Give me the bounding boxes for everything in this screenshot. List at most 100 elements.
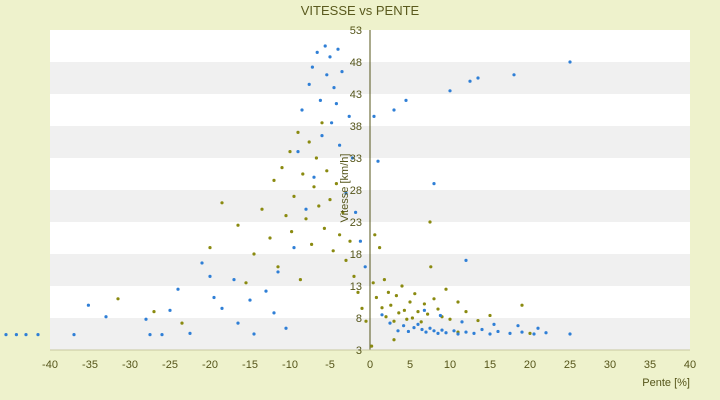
data-point-blue bbox=[350, 156, 354, 160]
data-point-olive bbox=[325, 169, 329, 173]
data-point-blue bbox=[328, 55, 332, 59]
data-point-blue bbox=[448, 89, 452, 93]
data-point-olive bbox=[378, 246, 382, 250]
data-point-olive bbox=[276, 265, 280, 269]
data-point-blue bbox=[312, 175, 316, 179]
data-point-blue bbox=[428, 326, 432, 330]
data-point-olive bbox=[528, 331, 532, 335]
data-point-blue bbox=[144, 317, 148, 321]
data-point-blue bbox=[412, 326, 416, 330]
x-tick-label: -40 bbox=[42, 359, 58, 371]
y-tick-label: 43 bbox=[350, 89, 362, 101]
y-tick-label: 53 bbox=[350, 25, 362, 37]
data-point-olive bbox=[429, 265, 433, 269]
data-point-olive bbox=[272, 178, 276, 182]
data-point-blue bbox=[236, 321, 240, 325]
data-point-blue bbox=[468, 79, 472, 83]
data-point-blue bbox=[532, 332, 536, 336]
data-point-olive bbox=[371, 281, 375, 285]
data-point-blue bbox=[460, 320, 464, 324]
data-point-olive bbox=[331, 249, 335, 253]
data-point-blue bbox=[416, 322, 420, 326]
data-point-blue bbox=[544, 331, 548, 335]
data-point-olive bbox=[348, 239, 352, 243]
data-point-blue bbox=[320, 134, 324, 138]
data-point-blue bbox=[372, 114, 376, 118]
x-tick-label: 25 bbox=[564, 359, 576, 371]
y-tick-label: 13 bbox=[350, 281, 362, 293]
x-tick-label: -5 bbox=[325, 359, 335, 371]
data-point-olive bbox=[352, 274, 356, 278]
data-point-blue bbox=[148, 333, 152, 337]
data-point-olive bbox=[268, 236, 272, 240]
data-point-blue bbox=[72, 333, 76, 337]
data-point-olive bbox=[413, 292, 417, 296]
data-point-blue bbox=[436, 331, 440, 335]
data-point-olive bbox=[220, 201, 224, 205]
data-point-blue bbox=[334, 102, 338, 106]
data-point-olive bbox=[290, 230, 294, 234]
data-point-blue bbox=[380, 313, 384, 317]
data-point-blue bbox=[232, 278, 236, 282]
series-blue bbox=[4, 44, 572, 337]
data-point-blue bbox=[464, 258, 468, 262]
data-point-blue bbox=[208, 274, 212, 278]
y-tick-label: 8 bbox=[356, 313, 362, 325]
data-point-blue bbox=[176, 287, 180, 291]
data-point-olive bbox=[436, 307, 440, 311]
data-point-blue bbox=[424, 330, 428, 334]
data-point-blue bbox=[212, 295, 216, 300]
y-tick-label: 18 bbox=[350, 249, 362, 261]
data-point-blue bbox=[358, 239, 362, 243]
data-point-blue bbox=[472, 331, 476, 335]
data-point-olive bbox=[320, 121, 324, 125]
data-point-olive bbox=[400, 284, 404, 288]
data-point-blue bbox=[396, 329, 400, 333]
data-point-olive bbox=[410, 316, 414, 320]
data-point-blue bbox=[363, 265, 367, 269]
data-point-blue bbox=[86, 303, 90, 307]
x-tick-label: 30 bbox=[604, 359, 616, 371]
data-point-blue bbox=[323, 44, 327, 48]
data-point-blue bbox=[508, 331, 512, 335]
data-point-blue bbox=[310, 65, 314, 69]
data-point-olive bbox=[116, 297, 120, 301]
data-point-blue bbox=[422, 308, 426, 312]
x-tick-label: -30 bbox=[122, 359, 138, 371]
data-point-blue bbox=[420, 327, 424, 332]
data-point-blue bbox=[14, 333, 18, 337]
data-point-olive bbox=[374, 295, 378, 300]
y-tick-label: 3 bbox=[356, 345, 362, 357]
data-point-olive bbox=[386, 290, 390, 294]
data-point-olive bbox=[338, 233, 342, 237]
data-point-olive bbox=[520, 303, 524, 307]
data-point-olive bbox=[288, 150, 292, 154]
data-point-blue bbox=[512, 73, 516, 77]
data-point-blue bbox=[464, 330, 468, 334]
data-point-olive bbox=[252, 252, 256, 256]
data-point-blue bbox=[438, 313, 442, 318]
x-tick-label: -25 bbox=[162, 359, 178, 371]
data-point-blue bbox=[36, 333, 40, 337]
data-point-olive bbox=[380, 306, 384, 310]
data-point-olive bbox=[476, 318, 480, 323]
data-point-blue bbox=[4, 333, 8, 337]
y-axis-label: Vitesse [km/h] bbox=[339, 154, 351, 223]
data-point-blue bbox=[402, 324, 406, 328]
data-point-blue bbox=[444, 331, 448, 335]
data-point-olive bbox=[328, 198, 332, 202]
data-point-blue bbox=[160, 333, 164, 337]
data-point-blue bbox=[404, 98, 408, 102]
data-point-olive bbox=[422, 302, 426, 306]
data-point-blue bbox=[516, 324, 520, 328]
data-point-blue bbox=[392, 108, 396, 112]
chart-title: VITESSE vs PENTE bbox=[301, 3, 420, 18]
data-point-olive bbox=[298, 278, 302, 282]
data-point-olive bbox=[180, 321, 184, 325]
data-point-olive bbox=[292, 194, 296, 198]
x-tick-label: -10 bbox=[282, 359, 298, 371]
data-point-olive bbox=[382, 278, 386, 282]
data-point-olive bbox=[432, 297, 436, 301]
y-tick-label: 28 bbox=[350, 185, 362, 197]
